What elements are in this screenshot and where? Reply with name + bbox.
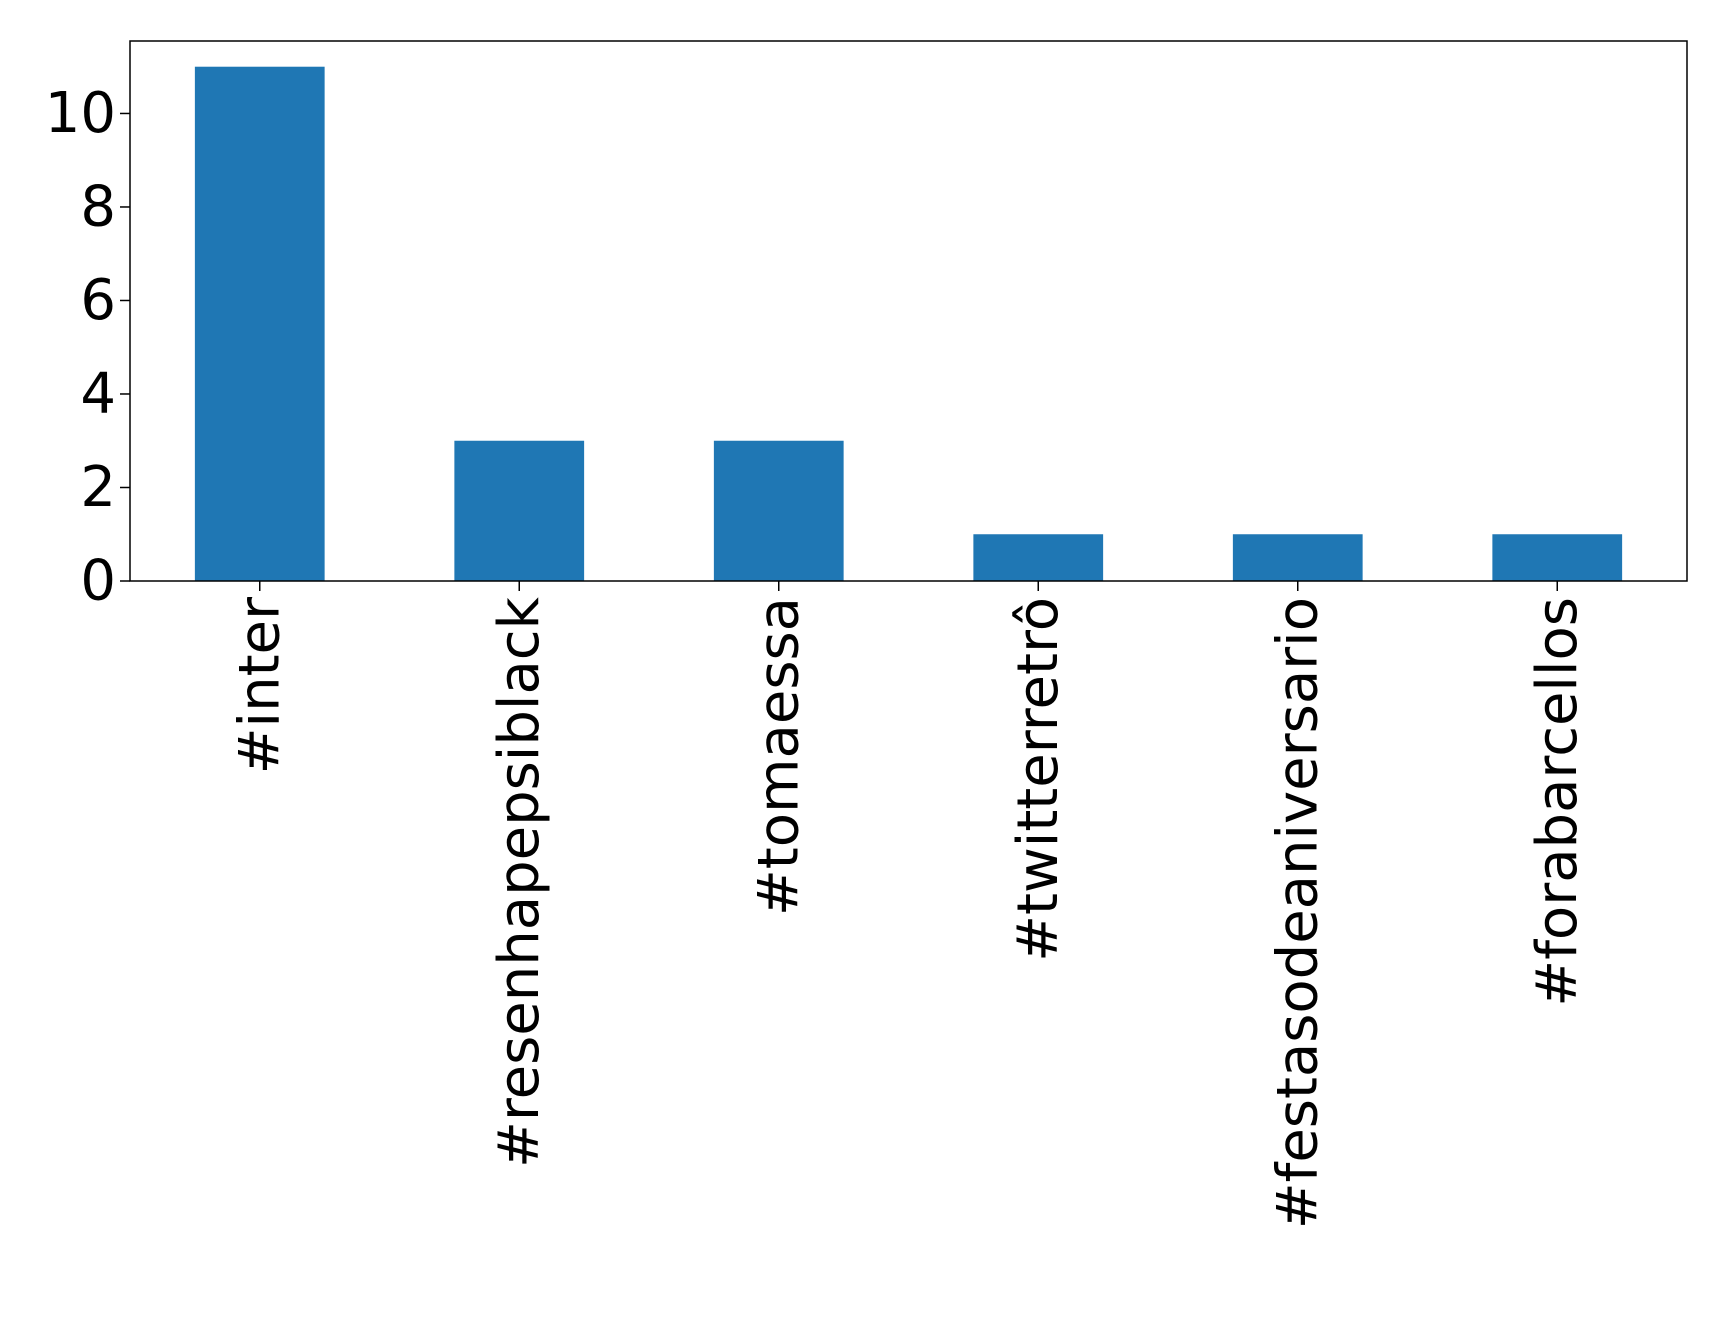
x-tick-label-5: #forabarcellos (1525, 597, 1590, 1007)
x-tick-label-1: #resenhapepsiblack (487, 596, 552, 1168)
bar-3 (973, 534, 1104, 581)
bar-5 (1492, 534, 1623, 581)
x-tick-label-3: #twitterretrô (1006, 597, 1071, 962)
y-tick-label-0: 0 (80, 549, 116, 614)
x-tick-label-2: #tomaessa (746, 597, 811, 916)
bar-4 (1232, 534, 1363, 581)
bar-0 (194, 66, 325, 581)
y-tick-label-5: 10 (45, 81, 116, 146)
y-tick-label-2: 4 (80, 361, 116, 426)
y-tick-label-3: 6 (80, 268, 116, 333)
bar-1 (454, 440, 585, 581)
plot-frame (129, 40, 1688, 582)
y-tick-label-4: 8 (80, 174, 116, 239)
y-axis: 0 2 4 6 8 10 (45, 81, 130, 614)
bars-layer (194, 66, 1623, 581)
x-tick-label-4: #festasodeaniversario (1265, 597, 1330, 1229)
x-axis: #inter #resenhapepsiblack #tomaessa #twitte… (227, 581, 1590, 1229)
bar-2 (713, 440, 844, 581)
y-tick-label-1: 2 (80, 455, 116, 520)
x-tick-label-0: #inter (227, 596, 292, 774)
